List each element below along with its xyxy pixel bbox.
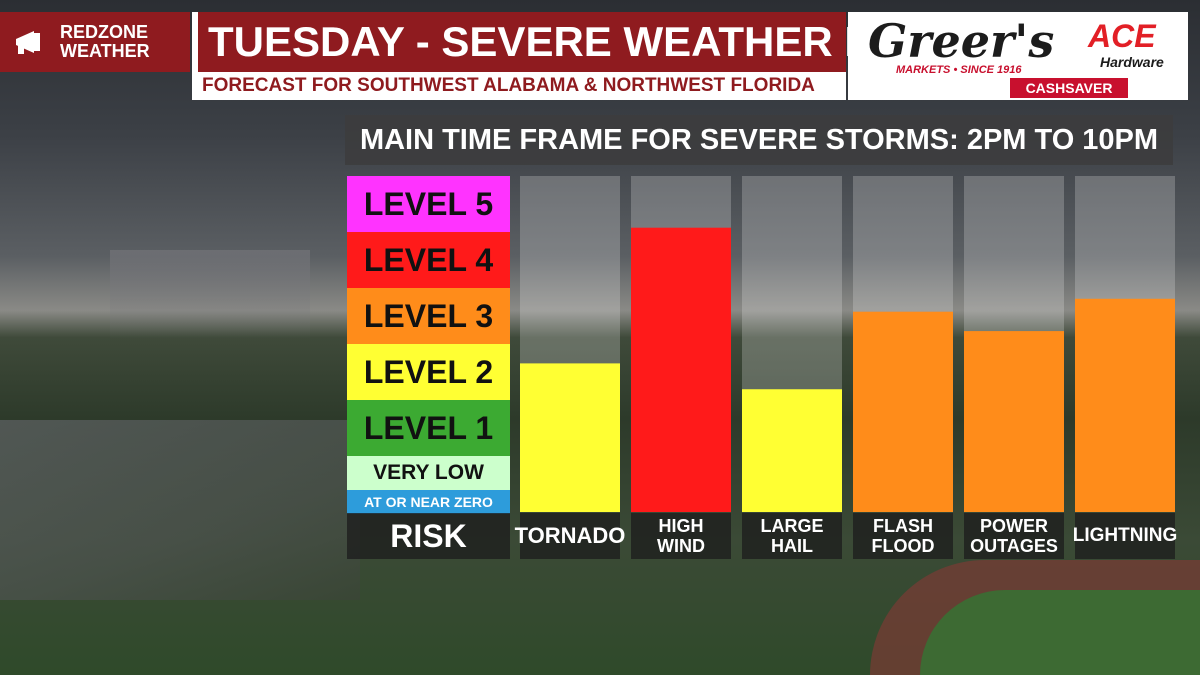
- background-football-field: [920, 590, 1200, 675]
- level-legend-item: LEVEL 3: [347, 288, 510, 344]
- category-label: HIGH WIND: [631, 513, 731, 559]
- megaphone-icon: [16, 31, 40, 54]
- background-town: [0, 420, 360, 600]
- sponsor-panel: Greer's MARKETS • SINCE 1916 CASHSAVER A…: [848, 12, 1188, 100]
- greers-logo: Greer's: [868, 14, 1055, 68]
- level-legend-item: LEVEL 5: [347, 176, 510, 232]
- category-label: LARGE HAIL: [742, 513, 842, 559]
- level-legend-item: LEVEL 1: [347, 400, 510, 456]
- title-bar: TUESDAY - SEVERE WEATHER RISK: [192, 12, 945, 72]
- cashsaver-logo: CASHSAVER: [1010, 78, 1128, 98]
- bar-flash-flood: [853, 311, 953, 512]
- brand-line2: WEATHER: [60, 41, 150, 61]
- bar-tornado: [520, 363, 620, 512]
- risk-axis-label: RISK: [347, 513, 510, 559]
- level-legend-item: LEVEL 2: [347, 344, 510, 400]
- level-legend-item: AT OR NEAR ZERO: [347, 490, 510, 514]
- level-legend-item: VERY LOW: [347, 456, 510, 490]
- bar-lightning: [1075, 298, 1175, 512]
- background-rain-shaft: [110, 250, 310, 340]
- bar-power-outages: [964, 331, 1064, 512]
- level-legend-item: LEVEL 4: [347, 232, 510, 288]
- ace-logo: ACE: [1088, 18, 1156, 54]
- category-label: FLASH FLOOD: [853, 513, 953, 559]
- category-label: LIGHTNING: [1073, 513, 1177, 559]
- page-title: TUESDAY - SEVERE WEATHER RISK: [208, 18, 945, 65]
- bar-large-hail: [742, 389, 842, 512]
- greers-tagline: MARKETS • SINCE 1916: [896, 64, 1022, 76]
- bar-high-wind: [631, 227, 731, 512]
- redzone-weather-logo: REDZONE WEATHER: [0, 12, 190, 72]
- brand-line1: REDZONE: [60, 22, 149, 42]
- risk-level-legend: LEVEL 5 LEVEL 4 LEVEL 3 LEVEL 2 LEVEL 1 VERY …: [347, 176, 510, 514]
- ace-hardware-text: Hardware: [1100, 54, 1164, 70]
- category-label: TORNADO: [515, 513, 625, 559]
- subtitle-bar: FORECAST FOR SOUTHWEST ALABAMA & NORTHWE…: [192, 72, 846, 100]
- timeframe-banner: MAIN TIME FRAME FOR SEVERE STORMS: 2PM T…: [345, 115, 1173, 165]
- category-label: POWER OUTAGES: [964, 513, 1064, 559]
- page-subtitle: FORECAST FOR SOUTHWEST ALABAMA & NORTHWE…: [202, 75, 815, 96]
